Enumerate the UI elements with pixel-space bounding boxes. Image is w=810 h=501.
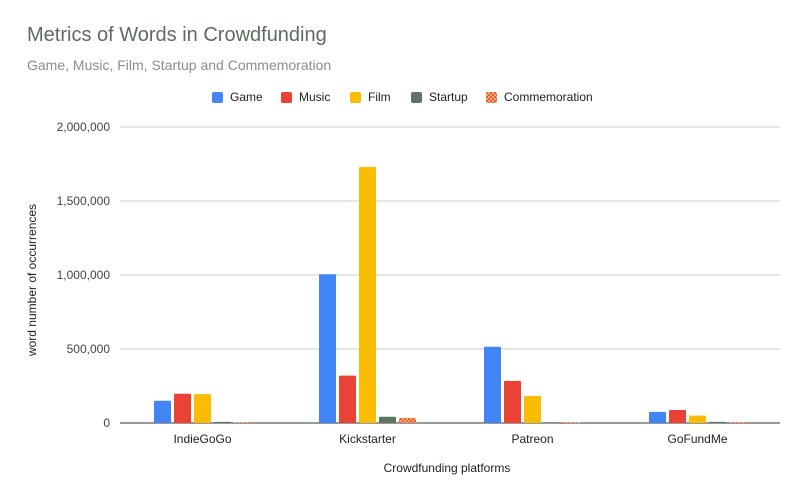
y-tick-label: 1,000,000 (57, 268, 111, 282)
bar-film-patreon (524, 395, 541, 423)
bar-commemoration-patreon (564, 422, 581, 423)
legend-item-game: Game (212, 88, 263, 106)
chart-legend: Game Music Film Startup Commemoration (0, 88, 810, 106)
chart-subtitle: Game, Music, Film, Startup and Commemora… (27, 57, 332, 73)
legend-swatch (212, 91, 223, 103)
legend-label: Commemoration (504, 90, 593, 104)
bar-music-kickstarter (339, 375, 356, 423)
legend-label: Film (368, 90, 391, 104)
legend-swatch (486, 91, 497, 103)
x-tick-label: IndieGoGo (173, 432, 231, 446)
legend-label: Music (299, 90, 331, 104)
x-tick-label: Kickstarter (339, 432, 396, 446)
bar-commemoration-kickstarter (399, 417, 416, 423)
y-tick-label: 1,500,000 (57, 194, 111, 208)
bar-startup-indiegogo (214, 421, 231, 423)
bar-game-indiegogo (154, 400, 171, 423)
legend-item-film: Film (350, 88, 391, 106)
bar-film-kickstarter (359, 166, 376, 423)
legend-label: Startup (429, 90, 468, 104)
legend-item-commemoration: Commemoration (486, 88, 593, 106)
x-axis-title: Crowdfunding platforms (384, 461, 511, 475)
y-tick-label: 2,000,000 (57, 120, 111, 134)
y-tick-label: 0 (103, 416, 110, 430)
y-tick-label: 500,000 (67, 342, 111, 356)
bar-music-patreon (504, 380, 521, 423)
bar-commemoration-indiegogo (234, 422, 251, 423)
bar-film-gofundme (689, 415, 706, 423)
x-tick-label: Patreon (511, 432, 553, 446)
bar-music-gofundme (669, 409, 686, 423)
bar-game-gofundme (649, 411, 666, 423)
bar-film-indiegogo (194, 394, 211, 423)
bar-game-patreon (484, 346, 501, 423)
legend-item-startup: Startup (411, 88, 468, 106)
legend-label: Game (230, 90, 263, 104)
legend-swatch (411, 91, 422, 103)
bar-startup-patreon (544, 422, 561, 423)
legend-swatch (281, 91, 292, 103)
x-tick-label: GoFundMe (667, 432, 727, 446)
y-axis-title: word number of occurrences (25, 204, 39, 357)
bar-startup-gofundme (709, 421, 726, 423)
chart-title: Metrics of Words in Crowdfunding (27, 24, 327, 46)
bar-commemoration-gofundme (729, 422, 746, 423)
bar-startup-kickstarter (379, 416, 396, 423)
bar-music-indiegogo (174, 393, 191, 423)
legend-item-music: Music (281, 88, 330, 106)
legend-swatch (350, 91, 361, 103)
bar-game-kickstarter (319, 274, 336, 423)
